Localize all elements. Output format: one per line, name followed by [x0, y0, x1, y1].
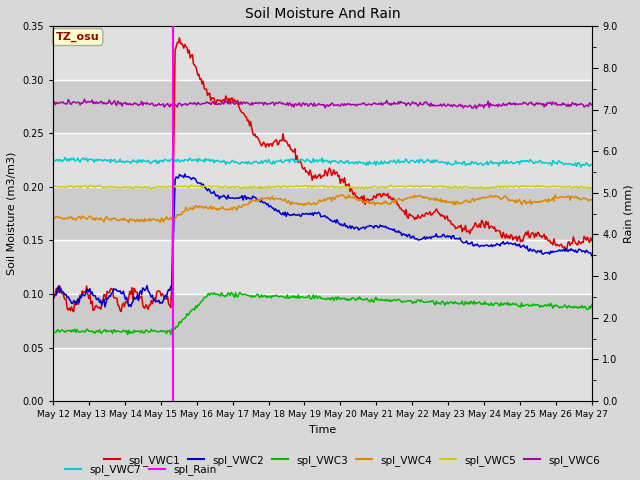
Legend: spl_VWC1, spl_VWC2, spl_VWC3, spl_VWC4, spl_VWC5, spl_VWC6: spl_VWC1, spl_VWC2, spl_VWC3, spl_VWC4, …	[100, 451, 604, 470]
Y-axis label: Rain (mm): Rain (mm)	[623, 184, 633, 243]
Bar	[53, 80, 592, 133]
Bar	[53, 187, 592, 240]
Y-axis label: Soil Moisture (m3/m3): Soil Moisture (m3/m3)	[7, 152, 17, 276]
Bar	[53, 26, 592, 80]
Bar	[53, 348, 592, 401]
Bar	[53, 133, 592, 187]
Text: TZ_osu: TZ_osu	[56, 32, 99, 42]
Bar	[53, 294, 592, 348]
Bar	[53, 240, 592, 294]
Title: Soil Moisture And Rain: Soil Moisture And Rain	[244, 7, 400, 21]
Legend: spl_VWC7, spl_Rain: spl_VWC7, spl_Rain	[61, 460, 221, 480]
X-axis label: Time: Time	[309, 425, 336, 435]
